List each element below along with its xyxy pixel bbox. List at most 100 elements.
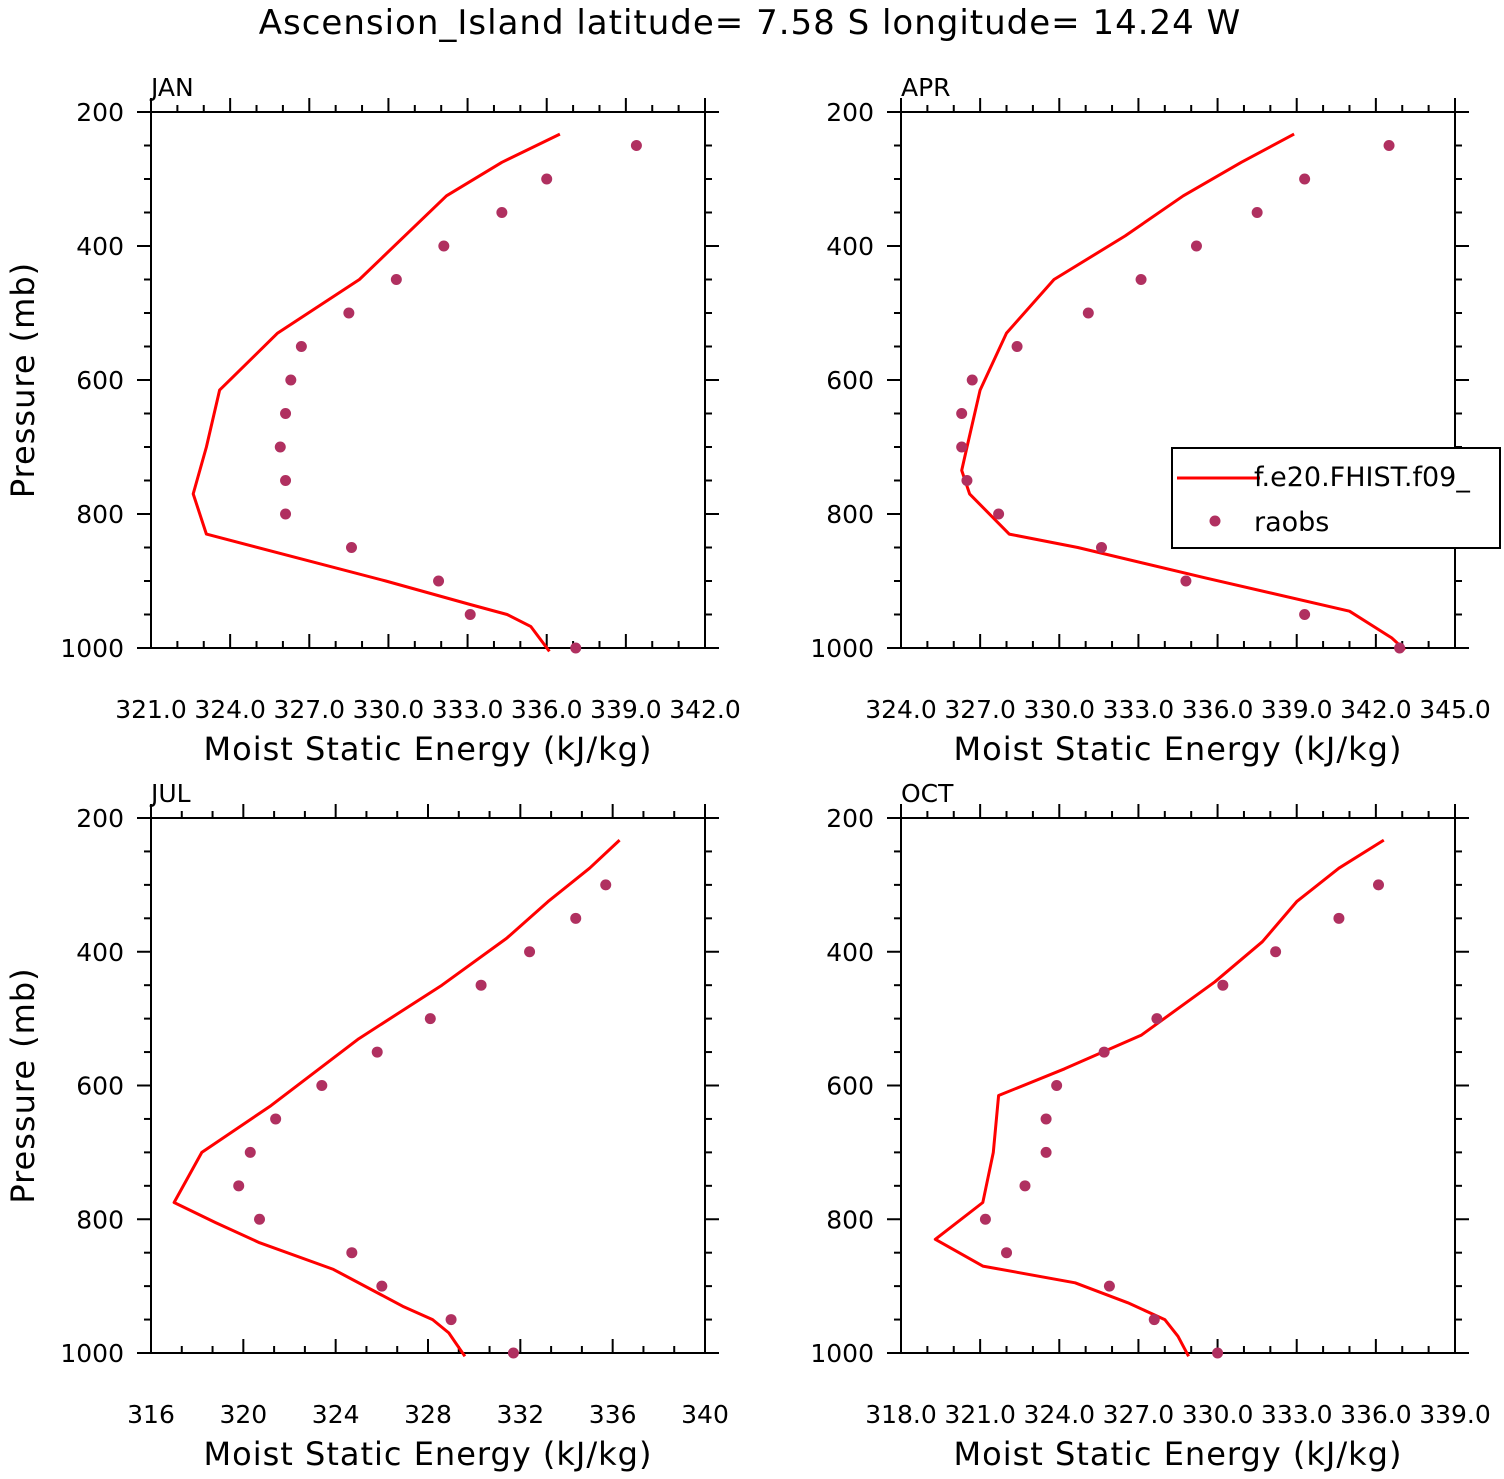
y-tick-label: 800: [826, 500, 874, 529]
raobs-point: [1180, 575, 1192, 587]
y-axis-title: Pressure (mb): [4, 262, 42, 498]
y-tick-label: 600: [826, 366, 874, 395]
y-tick-label: 600: [76, 1072, 124, 1101]
raobs-point: [316, 1080, 328, 1091]
x-tick-label: 336.0: [511, 695, 583, 724]
raobs-point: [1383, 140, 1395, 151]
x-tick-label: 340: [681, 1400, 729, 1429]
x-tick-label: 316: [127, 1400, 175, 1429]
raobs-point: [244, 1146, 256, 1158]
x-tick-label: 324.0: [865, 695, 937, 724]
y-tick-label: 600: [826, 1072, 874, 1101]
panel-jul: JUL 316 320 324 328 332 336 340 200 400 600 800 1000…: [4, 779, 729, 1473]
panel-oct: OCT 318.0 321.0 324.0 327.0 330.0 333.0 336.0 33…: [810, 779, 1490, 1473]
raobs-point: [445, 1314, 457, 1326]
panel-apr: APR 324.0 327.0 330.0 333.0 336.0 339.0 342.0 34…: [810, 73, 1490, 768]
raobs-point: [1040, 1146, 1052, 1158]
y-tick-label: 400: [76, 232, 124, 261]
plot-frame: [150, 111, 706, 649]
x-tick-label: 324.0: [1023, 1400, 1095, 1429]
plot-frame: [900, 817, 1456, 1354]
raobs-point: [270, 1113, 282, 1125]
raobs-point: [1098, 1046, 1110, 1058]
raobs-point: [475, 979, 487, 991]
legend-model-label: f.e20.FHIST.f09_: [1254, 462, 1470, 493]
y-tick-label: 800: [76, 500, 124, 529]
x-tick-label: 324.0: [194, 695, 266, 724]
raobs-point: [1394, 642, 1406, 654]
raobs-point: [1212, 1347, 1224, 1359]
x-tick-label: 330.0: [1182, 1400, 1254, 1429]
legend: f.e20.FHIST.f09_raobs: [1171, 447, 1501, 549]
model-line-series: [191, 132, 561, 653]
raobs-point: [1135, 274, 1147, 285]
x-tick-label: 333.0: [1103, 695, 1175, 724]
raobs-point: [424, 1013, 436, 1025]
raobs-point: [1270, 946, 1282, 958]
raobs-point: [600, 879, 612, 891]
raobs-point: [1148, 1314, 1160, 1326]
raobs-point: [961, 475, 973, 486]
legend-dot-swatch: [1209, 515, 1221, 527]
raobs-point: [979, 1213, 991, 1225]
x-tick-label: 327.0: [273, 695, 345, 724]
y-tick-label: 1000: [810, 1339, 874, 1368]
raobs-point: [343, 307, 355, 319]
plot-frame: [150, 817, 706, 1354]
y-tick-label: 200: [826, 98, 874, 127]
y-tick-label: 800: [826, 1205, 874, 1234]
raobs-point: [541, 173, 553, 185]
x-tick-label: 336.0: [1182, 695, 1254, 724]
raobs-point: [956, 408, 968, 419]
raobs-point: [1040, 1113, 1052, 1125]
raobs-point: [1001, 1247, 1013, 1259]
raobs-point: [280, 508, 292, 520]
x-tick-label: 342.0: [669, 695, 741, 724]
y-tick-label: 800: [76, 1205, 124, 1234]
x-tick-label: 339.0: [1419, 1400, 1491, 1429]
raobs-point: [630, 140, 642, 151]
panel-label: JAN: [149, 73, 194, 102]
x-tick-label: 320: [219, 1400, 267, 1429]
x-tick-label: 333.0: [432, 695, 504, 724]
panel-label: OCT: [901, 779, 954, 808]
raobs-point: [1151, 1013, 1163, 1025]
raobs-point: [507, 1347, 519, 1359]
raobs-point: [433, 575, 445, 587]
raobs-point: [1299, 609, 1311, 620]
model-line-series: [960, 132, 1406, 652]
x-tick-label: 339.0: [590, 695, 662, 724]
raobs-point: [285, 374, 297, 386]
raobs-point: [496, 207, 508, 218]
raobs-point: [1299, 173, 1311, 185]
model-line-series: [933, 838, 1385, 1358]
raobs-point: [1051, 1080, 1063, 1091]
raobs-point: [1011, 341, 1023, 352]
x-tick-label: 324: [312, 1400, 360, 1429]
y-tick-label: 400: [826, 232, 874, 261]
x-tick-label: 336: [589, 1400, 637, 1429]
raobs-point: [274, 441, 286, 453]
raobs-point: [295, 341, 307, 352]
raobs-point: [1372, 879, 1384, 891]
raobs-point: [1095, 542, 1107, 553]
x-axis-title: Moist Static Energy (kJ/kg): [954, 730, 1403, 768]
raobs-point: [376, 1280, 388, 1292]
x-tick-label: 321.0: [115, 695, 187, 724]
raobs-point: [570, 912, 582, 924]
raobs-point: [371, 1046, 383, 1058]
x-tick-label: 333.0: [1261, 1400, 1333, 1429]
panel-jan: JAN 321.0 324.0 327.0 330.0 333.0 336.0 339.0 34…: [4, 73, 741, 768]
y-tick-label: 1000: [60, 634, 124, 663]
raobs-point: [993, 508, 1005, 520]
raobs-point: [1217, 979, 1229, 991]
raobs-point: [390, 274, 402, 285]
x-tick-label: 342.0: [1340, 695, 1412, 724]
x-tick-label: 327.0: [1103, 1400, 1175, 1429]
raobs-point: [1251, 207, 1263, 218]
raobs-point: [253, 1213, 265, 1225]
raobs-point: [464, 609, 476, 620]
x-tick-label: 339.0: [1261, 695, 1333, 724]
y-tick-label: 1000: [810, 634, 874, 663]
